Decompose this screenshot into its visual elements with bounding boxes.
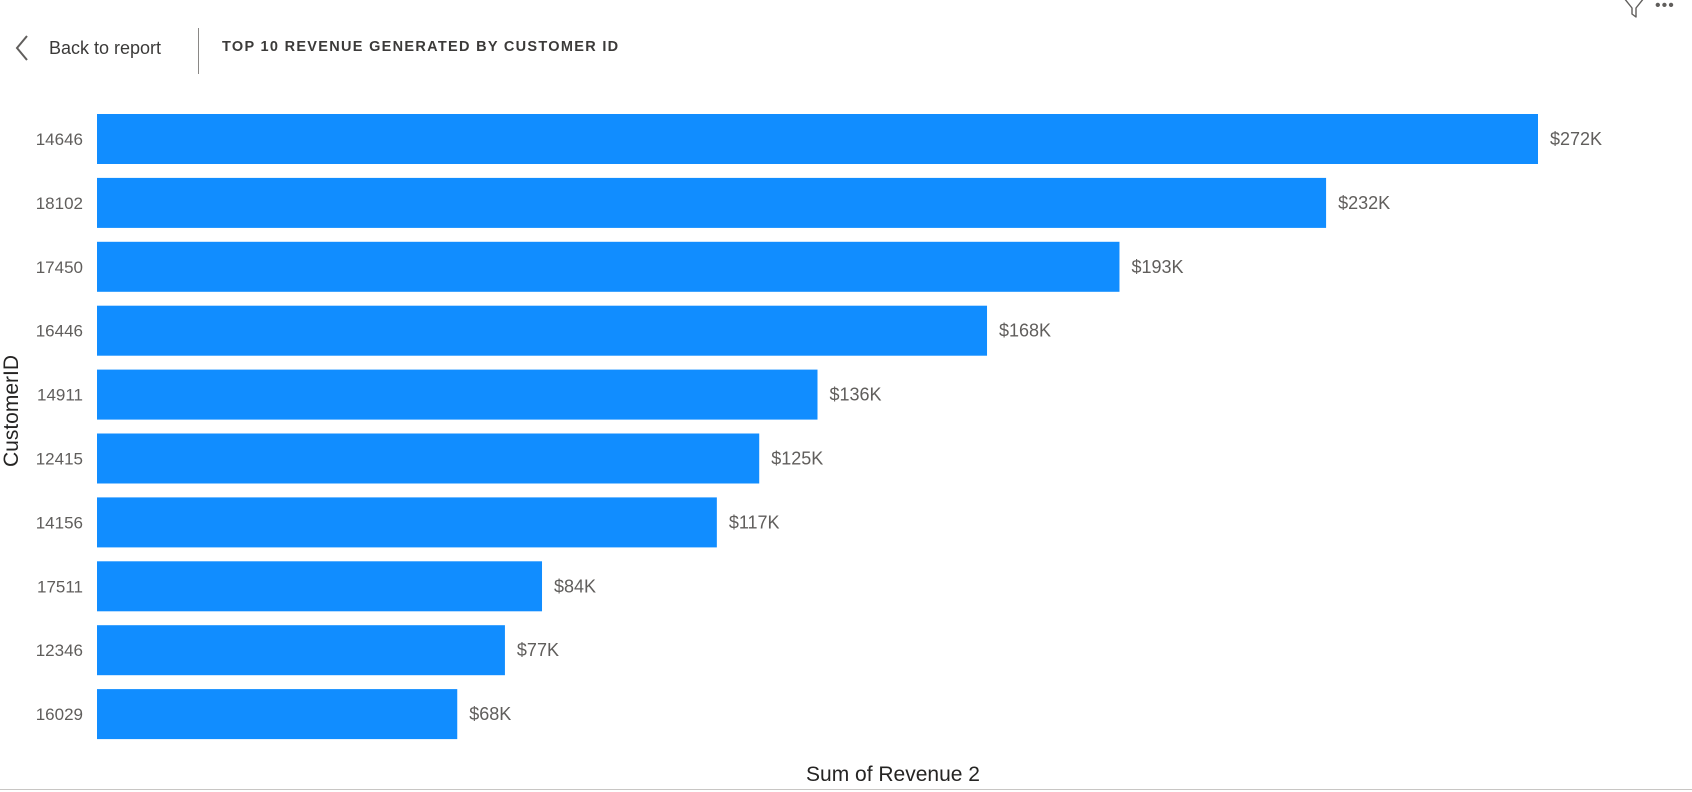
y-tick-label-12415: 12415 bbox=[36, 450, 83, 469]
y-tick-label-14911: 14911 bbox=[37, 386, 83, 405]
data-label-14156: $117K bbox=[729, 512, 780, 532]
y-tick-label-14646: 14646 bbox=[36, 130, 83, 149]
bar-14911[interactable] bbox=[97, 369, 818, 420]
header-divider bbox=[198, 28, 199, 74]
bar-14156[interactable] bbox=[97, 497, 717, 548]
bars-layer bbox=[97, 114, 1538, 740]
bar-17450[interactable] bbox=[97, 241, 1120, 292]
bar-12415[interactable] bbox=[97, 433, 760, 484]
data-label-18102: $232K bbox=[1338, 193, 1390, 213]
y-tick-label-14156: 14156 bbox=[36, 513, 83, 532]
data-label-17450: $193K bbox=[1131, 257, 1183, 277]
chevron-left-icon bbox=[15, 35, 28, 61]
bar-16446[interactable] bbox=[97, 305, 988, 356]
data-label-17511: $84K bbox=[554, 576, 596, 596]
data-label-12415: $125K bbox=[771, 449, 823, 469]
bar-17511[interactable] bbox=[97, 561, 543, 612]
bar-16029[interactable] bbox=[97, 689, 458, 740]
bar-chart: $272K $232K $193K $168K $136K $125K $117K $84K $… bbox=[0, 84, 1692, 792]
data-label-14646: $272K bbox=[1550, 129, 1602, 149]
y-tick-label-12346: 12346 bbox=[36, 641, 83, 660]
chart-title: TOP 10 REVENUE GENERATED BY CUSTOMER ID bbox=[222, 39, 620, 55]
y-tick-label-16029: 16029 bbox=[36, 705, 83, 724]
bar-18102[interactable] bbox=[97, 177, 1327, 228]
chart-svg: $272K $232K $193K $168K $136K $125K $117K $84K $… bbox=[0, 114, 1602, 786]
bar-14646[interactable] bbox=[97, 114, 1538, 164]
y-tick-label-16446: 16446 bbox=[36, 322, 83, 341]
data-labels-layer: $272K $232K $193K $168K $136K $125K $117K $84K $… bbox=[469, 129, 1602, 724]
y-tick-label-17450: 17450 bbox=[36, 258, 83, 277]
back-to-report-label: Back to report bbox=[49, 37, 162, 58]
data-label-14911: $136K bbox=[830, 385, 882, 405]
back-to-report-button[interactable]: Back to report bbox=[14, 28, 161, 68]
data-label-16446: $168K bbox=[999, 321, 1051, 341]
bottom-border bbox=[0, 789, 1692, 790]
filter-icon[interactable] bbox=[1623, 0, 1645, 20]
y-axis-title: CustomerID bbox=[0, 355, 23, 467]
more-options-icon[interactable]: ••• bbox=[1655, 0, 1675, 14]
y-tick-label-18102: 18102 bbox=[36, 194, 83, 213]
data-label-16029: $68K bbox=[469, 704, 511, 724]
x-axis-title: Sum of Revenue 2 bbox=[806, 763, 980, 786]
y-tick-label-17511: 17511 bbox=[37, 577, 83, 596]
top-bar: Back to report TOP 10 REVENUE GENERATED … bbox=[0, 0, 1692, 84]
data-label-12346: $77K bbox=[517, 640, 559, 660]
y-tick-labels-layer: 14646 18102 17450 16446 14911 12415 14156 17511… bbox=[36, 130, 83, 724]
bar-12346[interactable] bbox=[97, 625, 505, 676]
